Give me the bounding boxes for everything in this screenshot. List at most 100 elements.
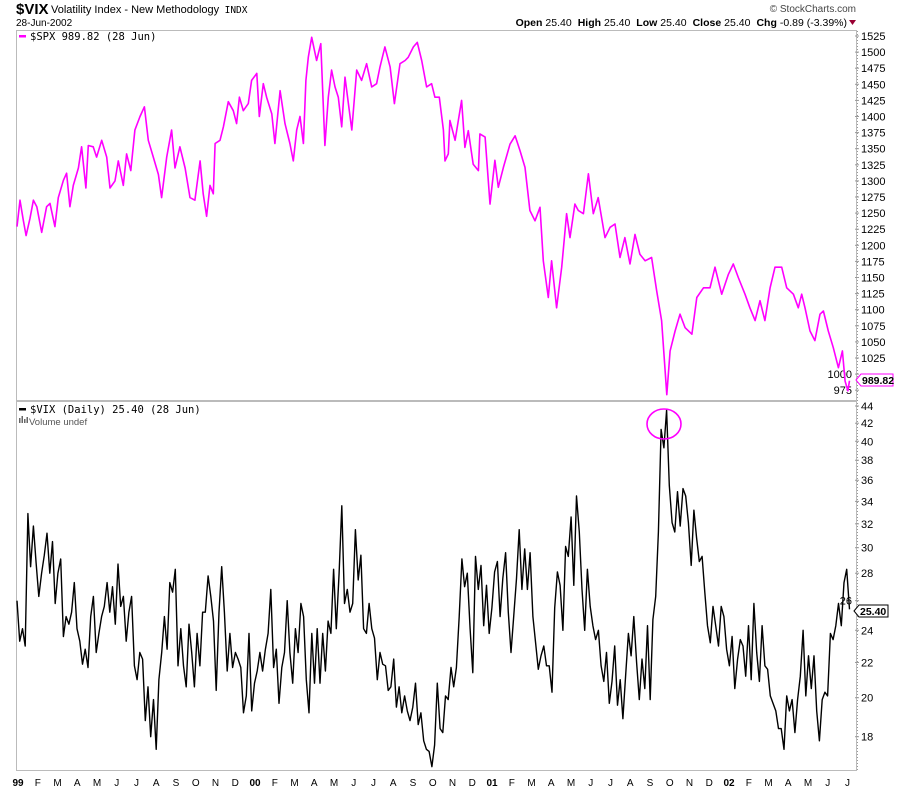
x-axis: 99 F M A M J J A S O N D 00 F M A M J J A S O N D 01 F M A M J J A S O N D 0… (12, 778, 850, 789)
x-month-label: F (746, 778, 752, 789)
symbol-title: $VIX (16, 1, 49, 18)
close-label: Close (693, 17, 722, 29)
vix-last-value-tag: 25.40 (853, 604, 889, 618)
spx-tick-label: 1450 (861, 79, 885, 91)
spx-series-line (16, 36, 851, 396)
vix-tick-label: 42 (861, 418, 873, 430)
vix-last-value: 25.40 (860, 606, 886, 618)
x-month-label: A (390, 778, 397, 789)
x-month-label: D (469, 778, 476, 789)
low-value: 25.40 (660, 17, 686, 29)
spx-tick-label: 1275 (861, 192, 885, 204)
vix-tick-label: 30 (861, 543, 873, 555)
x-month-label: J (825, 778, 830, 789)
x-month-label: J (588, 778, 593, 789)
vix-tick-label: 34 (861, 496, 873, 508)
x-month-label: M (764, 778, 772, 789)
x-month-label: M (53, 778, 61, 789)
x-month-label: N (212, 778, 219, 789)
vix-tick-label: 22 (861, 657, 873, 669)
low-label: Low (636, 17, 658, 29)
x-month-label: F (272, 778, 278, 789)
down-arrow-icon (849, 20, 856, 25)
x-month-label: F (35, 778, 41, 789)
bottom-pane-frame (16, 401, 857, 771)
x-month-label: M (290, 778, 298, 789)
x-month-label: F (509, 778, 515, 789)
spx-tick-label: 1500 (861, 47, 885, 59)
spx-tick-label: 1075 (861, 321, 885, 333)
x-month-label: J (371, 778, 376, 789)
spx-tick-label: 1525 (861, 31, 885, 43)
vix-peak-annotation-circle (646, 408, 682, 440)
spx-tick-label: 1225 (861, 224, 885, 236)
spx-tick-label: 1175 (861, 256, 885, 268)
x-month-label: M (93, 778, 101, 789)
spx-tick-label: 1400 (861, 112, 885, 124)
spx-tick-label: 1025 (861, 353, 885, 365)
spx-tick-label: 1000 (828, 369, 852, 381)
x-month-label: M (804, 778, 812, 789)
x-month-label: S (647, 778, 654, 789)
spx-legend: $SPX 989.82 (28 Jun) (30, 31, 156, 43)
spx-tick-label: 1250 (861, 208, 885, 220)
x-year-label: 02 (723, 778, 735, 789)
x-month-label: S (410, 778, 417, 789)
spx-tick-label: 1050 (861, 337, 885, 349)
vix-tick-label: 26 (840, 596, 852, 608)
x-month-label: N (449, 778, 456, 789)
x-month-label: J (608, 778, 613, 789)
x-month-label: J (845, 778, 850, 789)
spx-tick-label: 1350 (861, 144, 885, 156)
open-value: 25.40 (545, 17, 571, 29)
spx-legend-swatch (19, 35, 26, 38)
spx-last-value-tag: 989.82 (855, 373, 894, 387)
spx-tick-label: 1425 (861, 95, 885, 107)
spx-tick-label: 1125 (861, 289, 885, 301)
vix-tick-label: 20 (861, 693, 873, 705)
volume-bars-icon (19, 416, 28, 423)
x-year-label: 00 (249, 778, 261, 789)
vix-tick-label: 32 (861, 519, 873, 531)
x-month-label: O (429, 778, 437, 789)
copyright-label: © StockCharts.com (770, 4, 856, 15)
x-month-label: J (351, 778, 356, 789)
x-month-label: O (666, 778, 674, 789)
spx-tick-label: 1475 (861, 63, 885, 75)
high-value: 25.40 (604, 17, 630, 29)
chg-label: Chg (756, 17, 776, 29)
symbol-name: Volatility Index - New Methodology (51, 4, 220, 16)
vix-series-line (16, 409, 851, 768)
x-month-label: S (173, 778, 180, 789)
vix-tick-label: 40 (861, 436, 873, 448)
vix-tick-label: 28 (861, 568, 873, 580)
ohlc-summary: Open 25.40 High 25.40 Low 25.40 Close 25.40 Chg -… (516, 17, 847, 29)
open-label: Open (516, 17, 543, 29)
x-month-label: M (567, 778, 575, 789)
top-pane-frame (16, 30, 857, 401)
vix-tick-label: 44 (861, 401, 873, 413)
x-month-label: A (785, 778, 792, 789)
chart-date: 28-Jun-2002 (16, 18, 73, 29)
x-month-label: D (232, 778, 239, 789)
x-year-label: 99 (12, 778, 24, 789)
volume-note: Volume undef (29, 417, 87, 428)
x-month-label: J (134, 778, 139, 789)
x-year-label: 01 (486, 778, 498, 789)
vix-tick-label: 18 (861, 732, 873, 744)
x-month-label: A (311, 778, 318, 789)
spx-tick-label: 1200 (861, 240, 885, 252)
high-label: High (578, 17, 601, 29)
x-month-label: A (548, 778, 555, 789)
vix-legend-swatch (19, 408, 26, 411)
x-month-label: A (74, 778, 81, 789)
spx-tick-label: 1150 (861, 273, 885, 285)
x-month-label: D (706, 778, 713, 789)
x-month-label: A (153, 778, 160, 789)
vix-tick-label: 24 (861, 625, 873, 637)
chg-value: -0.89 (-3.39%) (780, 17, 847, 29)
x-month-label: J (114, 778, 119, 789)
spx-tick-label: 1300 (861, 176, 885, 188)
spx-y-axis: 9751000102510501075110011251150117512001… (828, 31, 886, 397)
